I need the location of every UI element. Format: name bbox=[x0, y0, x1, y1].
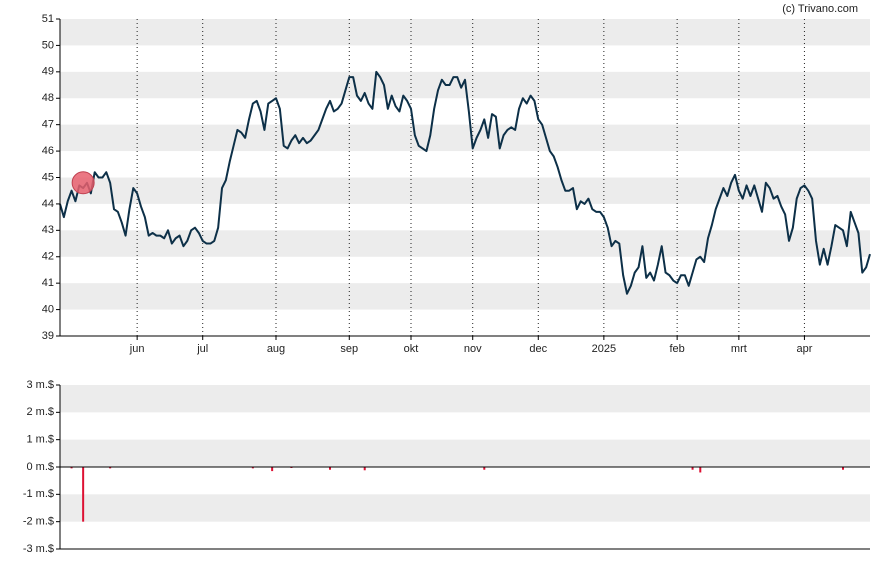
x-tick-label: sep bbox=[340, 343, 358, 355]
bar bbox=[251, 467, 254, 469]
y-tick-label: 46 bbox=[42, 145, 54, 157]
bar bbox=[329, 467, 331, 470]
y-tick-label: 51 bbox=[42, 13, 54, 25]
x-tick-label: feb bbox=[669, 343, 684, 355]
y-tick-label: 42 bbox=[42, 251, 54, 263]
bar bbox=[691, 467, 694, 470]
y-tick-label: 50 bbox=[42, 39, 54, 51]
y-tick-label: 41 bbox=[42, 277, 54, 289]
y-tick-label: 1 m.$ bbox=[26, 434, 54, 446]
bar bbox=[842, 467, 844, 470]
grid-band bbox=[60, 494, 870, 522]
x-tick-label: 2025 bbox=[592, 343, 616, 355]
y-tick-label: 49 bbox=[42, 66, 54, 78]
grid-band bbox=[60, 439, 870, 467]
trade-marker bbox=[71, 171, 95, 195]
grid-band bbox=[60, 230, 870, 257]
grid-band bbox=[60, 19, 870, 46]
bar bbox=[699, 467, 702, 473]
bar bbox=[483, 467, 486, 470]
x-tick-label: okt bbox=[404, 343, 419, 355]
bar bbox=[271, 467, 274, 472]
y-tick-label: -1 m.$ bbox=[23, 488, 54, 500]
x-tick-label: apr bbox=[796, 343, 812, 355]
grid-band bbox=[60, 283, 870, 310]
y-tick-label: 47 bbox=[42, 119, 54, 131]
price-line bbox=[59, 70, 871, 295]
x-tick-label: aug bbox=[267, 343, 285, 355]
x-tick-label: nov bbox=[464, 343, 482, 355]
y-tick-label: 2 m.$ bbox=[26, 406, 54, 418]
y-tick-label: 44 bbox=[42, 198, 54, 210]
y-tick-label: -2 m.$ bbox=[23, 516, 54, 528]
y-tick-label: 39 bbox=[42, 330, 54, 342]
copyright: (c) Trivano.com bbox=[782, 3, 858, 15]
y-tick-label: 3 m.$ bbox=[26, 379, 54, 391]
bar bbox=[70, 467, 73, 469]
y-tick-label: 45 bbox=[42, 171, 54, 183]
bar bbox=[82, 467, 85, 522]
y-tick-label: 40 bbox=[42, 303, 54, 315]
x-tick-label: dec bbox=[529, 343, 547, 355]
grid-band bbox=[60, 124, 870, 152]
y-tick-label: 0 m.$ bbox=[26, 461, 54, 473]
grid-band bbox=[60, 385, 870, 413]
x-tick-label: jun bbox=[129, 343, 145, 355]
y-tick-label: 48 bbox=[42, 92, 54, 104]
bar bbox=[109, 467, 112, 469]
bar bbox=[363, 467, 366, 471]
grid-band bbox=[60, 177, 870, 204]
x-tick-label: jul bbox=[196, 343, 208, 355]
y-tick-label: 43 bbox=[42, 224, 54, 236]
y-tick-label: -3 m.$ bbox=[23, 543, 54, 555]
x-tick-label: mrt bbox=[731, 343, 747, 355]
